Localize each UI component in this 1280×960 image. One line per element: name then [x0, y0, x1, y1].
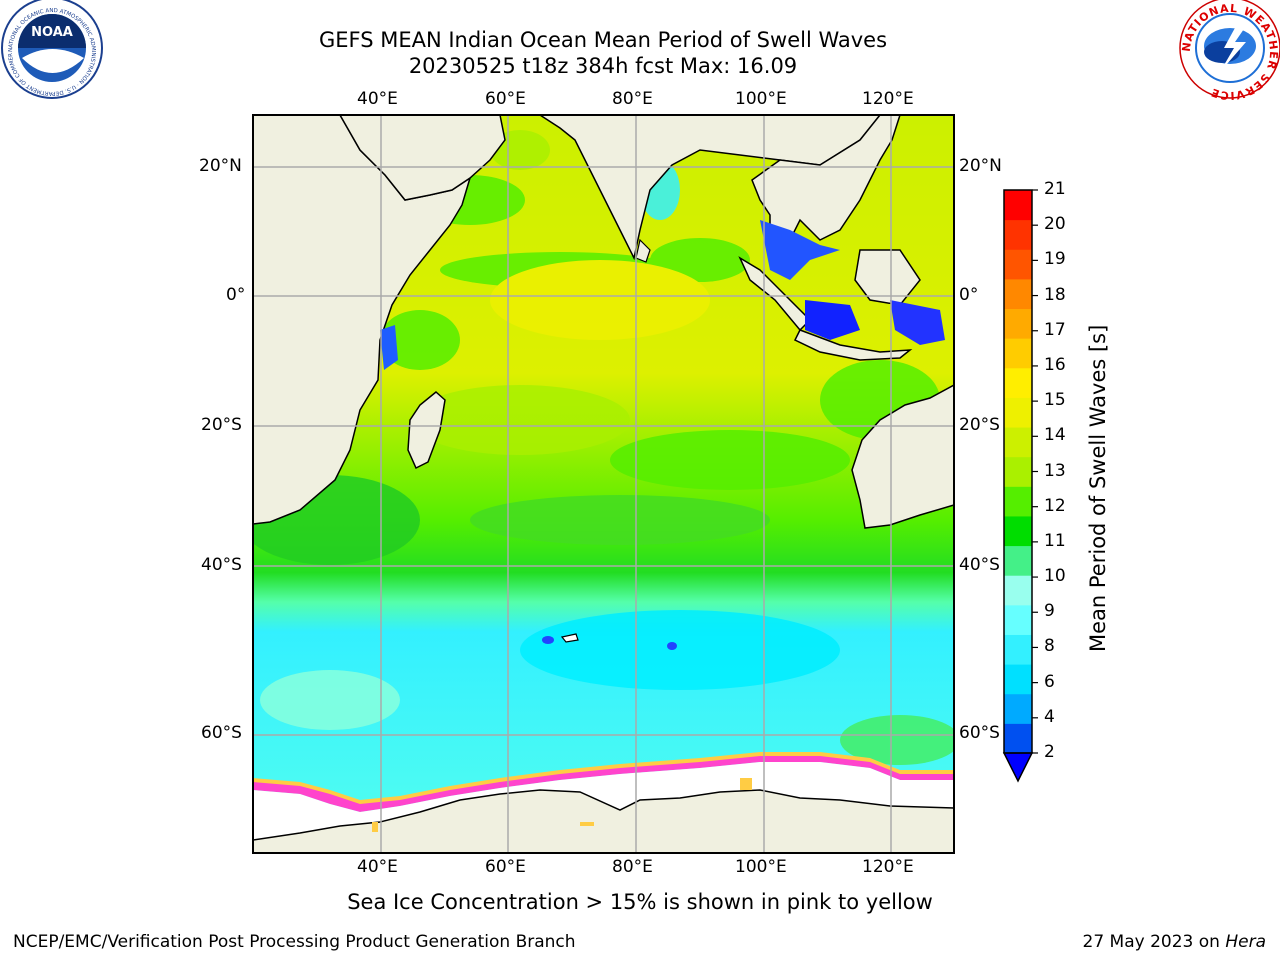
colorbar-tick-label: 8	[1044, 636, 1055, 657]
map-area	[253, 115, 954, 853]
lat-label-right-60s: 60°S	[959, 723, 1000, 743]
lat-label-left-60s: 60°S	[201, 723, 242, 743]
lat-label-right-40s: 40°S	[959, 555, 1000, 575]
colorbar-tick-label: 14	[1044, 425, 1066, 446]
colorbar	[1002, 189, 1038, 783]
lon-label-bottom-120e: 120°E	[862, 857, 914, 877]
colorbar-segment	[1004, 664, 1032, 695]
colorbar-title: Mean Period of Swell Waves [s]	[1086, 324, 1110, 652]
colorbar-segment	[1004, 515, 1032, 547]
colorbar-tick-label: 20	[1044, 214, 1066, 235]
lat-label-left-0: 0°	[226, 285, 246, 305]
lat-label-right-20s: 20°S	[959, 415, 1000, 435]
lon-label-top-40e: 40°E	[357, 89, 398, 109]
colorbar-tick-label: 6	[1044, 671, 1055, 692]
colorbar-segment	[1004, 604, 1032, 635]
colorbar-segment	[1004, 190, 1032, 221]
lon-label-bottom-40e: 40°E	[357, 857, 398, 877]
colorbar-segment	[1004, 338, 1032, 369]
lat-label-right-20n: 20°N	[959, 156, 1002, 176]
map-title: GEFS MEAN Indian Ocean Mean Period of Sw…	[318, 28, 888, 52]
footer-date: 27 May 2023 on Hera	[1083, 932, 1267, 952]
lon-label-top-100e: 100°E	[735, 89, 787, 109]
map-gridlines	[253, 115, 954, 853]
colorbar-tick-label: 18	[1044, 284, 1066, 305]
lon-label-top-60e: 60°E	[485, 89, 526, 109]
lat-label-left-40s: 40°S	[201, 555, 242, 575]
map-subtitle: 20230525 t18z 384h fcst Max: 16.09	[408, 54, 798, 78]
colorbar-segment	[1004, 397, 1032, 428]
lon-label-top-120e: 120°E	[862, 89, 914, 109]
colorbar-tick-label: 10	[1044, 566, 1066, 587]
lon-label-bottom-100e: 100°E	[735, 857, 787, 877]
colorbar-segment	[1004, 427, 1032, 458]
colorbar-segment	[1004, 249, 1032, 280]
colorbar-tick-label: 12	[1044, 495, 1066, 516]
colorbar-tick-label: 21	[1044, 179, 1066, 199]
colorbar-tick-label: 15	[1044, 390, 1066, 411]
colorbar-segment	[1004, 486, 1032, 517]
colorbar-segment	[1004, 219, 1032, 250]
short-period-patches	[380, 220, 945, 650]
lat-label-right-0: 0°	[959, 285, 979, 305]
land-southeast-asia	[751, 115, 901, 252]
nws-logo: NATIONAL WEATHER SERVICE	[1179, 0, 1280, 102]
footer-host: Hera	[1225, 932, 1266, 952]
colorbar-extend-arrow	[1002, 752, 1034, 783]
footer-date-text: 27 May 2023 on	[1082, 932, 1220, 952]
colorbar-tick-label: 2	[1044, 742, 1055, 762]
colorbar-segment	[1004, 367, 1032, 398]
sea-ice-caption: Sea Ice Concentration > 15% is shown in …	[347, 890, 933, 914]
land-sumatra-java	[793, 329, 913, 361]
colorbar-segment	[1004, 278, 1032, 310]
land-kerguelen	[560, 633, 579, 643]
colorbar-tick-label: 17	[1044, 319, 1066, 340]
colorbar-tick-label: 9	[1044, 601, 1055, 622]
noaa-logo: NOAA NATIONAL OCEANIC AND ATMOSPHERIC AD…	[0, 0, 103, 99]
sea-ice-yellow-edge	[253, 752, 954, 808]
land-antarctica	[253, 789, 954, 853]
noaa-logo-text: NOAA	[31, 25, 73, 40]
colorbar-segment	[1004, 634, 1032, 665]
colorbar-segment	[1004, 545, 1032, 576]
lon-label-top-80e: 80°E	[612, 89, 653, 109]
colorbar-tick-label: 4	[1044, 706, 1055, 727]
land-madagascar	[407, 391, 446, 470]
colorbar-segment	[1004, 456, 1032, 487]
lat-label-left-20s: 20°S	[201, 415, 242, 435]
colorbar-tick-label: 16	[1044, 354, 1066, 375]
colorbar-segment	[1004, 575, 1032, 606]
colorbar-tick-label: 11	[1044, 530, 1066, 551]
colorbar-segment	[1004, 723, 1032, 754]
land-sri-lanka	[635, 238, 651, 263]
colorbar-segment	[1004, 693, 1032, 724]
footer-credit: NCEP/EMC/Verification Post Processing Pr…	[13, 932, 576, 952]
colorbar-segment	[1004, 308, 1032, 339]
lat-label-left-20n: 20°N	[199, 156, 242, 176]
lon-label-bottom-60e: 60°E	[485, 857, 526, 877]
map-frame	[252, 114, 955, 854]
lon-label-bottom-80e: 80°E	[612, 857, 653, 877]
land-australia	[851, 384, 954, 529]
colorbar-tick-label: 19	[1044, 249, 1066, 270]
sea-ice-pink-edge	[253, 756, 954, 812]
colorbar-tick-label: 13	[1044, 460, 1066, 481]
